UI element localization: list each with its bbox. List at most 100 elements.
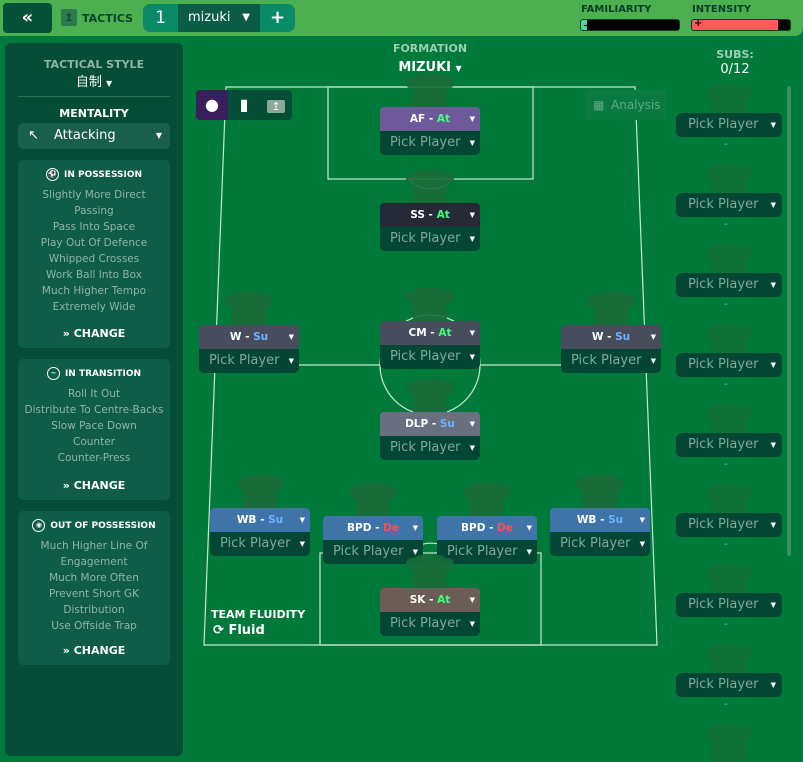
sub-player-placeholder: - <box>724 459 728 470</box>
pick-player-dropdown[interactable]: Pick Player ▼ <box>210 532 310 556</box>
pick-player-dropdown[interactable]: Pick Player ▼ <box>380 612 480 636</box>
change-button[interactable]: » CHANGE <box>62 644 126 657</box>
sub-player-placeholder: - <box>724 699 728 710</box>
back-button[interactable]: « <box>3 3 52 33</box>
analysis-button[interactable]: ▦ Analysis <box>585 90 666 120</box>
instruction-item: Prevent Short GK <box>48 588 139 600</box>
pick-player-dropdown[interactable]: Pick Player ▼ <box>199 349 299 373</box>
caret-down-icon: ▼ <box>469 420 475 428</box>
caret-down-icon: ▼ <box>469 329 475 337</box>
player-view-button[interactable]: ● <box>196 90 228 120</box>
formation-dropdown[interactable]: MIZUKI ▼ <box>370 60 490 75</box>
caret-down-icon: ▼ <box>299 516 305 524</box>
instruction-item: Extremely Wide <box>52 301 136 313</box>
change-button[interactable]: » CHANGE <box>62 327 126 340</box>
instruction-item: Play Out Of Defence <box>40 237 148 249</box>
position-role-dropdown[interactable]: WB - Su ▼ <box>550 508 650 532</box>
pick-player-dropdown[interactable]: Pick Player ▼ <box>380 131 480 155</box>
team-fluidity-label: TEAM FLUIDITY <box>211 608 306 621</box>
bar-chart-icon: ▮ <box>239 95 249 114</box>
position-role-dropdown[interactable]: SS - At ▼ <box>380 203 480 227</box>
caret-down-icon: ▼ <box>469 211 475 219</box>
instruction-item: Slow Pace Down <box>51 420 137 432</box>
player-shirt-icon <box>406 170 454 208</box>
instruction-item: Engagement <box>60 556 128 568</box>
fluidity-text: Fluid <box>228 623 265 638</box>
position-role-dropdown[interactable]: W - Su ▼ <box>561 325 661 349</box>
sub-player-placeholder: - <box>724 619 728 630</box>
top-bar: « ↥ TACTICS 1 mizuki ▼ + FAMILIARITY ⊥ IN… <box>0 0 803 36</box>
add-tactic-button[interactable]: + <box>269 7 286 28</box>
player-shirt-icon <box>587 292 635 330</box>
sub-pick-player-dropdown[interactable]: Pick Player ▼ <box>676 193 782 217</box>
pick-player-dropdown[interactable]: Pick Player ▼ <box>380 436 480 460</box>
tactics-view-button[interactable]: ↥ <box>260 90 292 120</box>
subs-scrollbar[interactable] <box>787 86 791 556</box>
pick-player-dropdown[interactable]: Pick Player ▼ <box>380 345 480 369</box>
caret-down-icon: ▼ <box>412 524 418 532</box>
in-possession-section: ⚽ IN POSSESSION Slightly More Direct Passin… <box>18 160 170 348</box>
instruction-item: Whipped Crosses <box>48 253 140 265</box>
instruction-item: Much Higher Tempo <box>41 285 147 297</box>
intensity-bar[interactable]: + <box>691 19 791 31</box>
sub-pick-player-dropdown[interactable]: Pick Player ▼ <box>676 273 782 297</box>
tactic-slot-number[interactable]: 1 <box>155 8 166 28</box>
caret-down-icon: ▼ <box>770 361 776 369</box>
mentality-dropdown[interactable]: ↖ Attacking ▼ <box>18 123 170 149</box>
plus-icon: + <box>694 19 703 29</box>
instruction-item: Much Higher Line Of <box>40 540 148 552</box>
caret-down-icon: ▼ <box>469 620 475 628</box>
player-shirt-icon <box>349 483 397 521</box>
position-role-dropdown[interactable]: BPD - De ▼ <box>437 516 537 540</box>
pick-player-dropdown[interactable]: Pick Player ▼ <box>380 227 480 251</box>
sub-player-placeholder: - <box>724 219 728 230</box>
pick-player-dropdown[interactable]: Pick Player ▼ <box>561 349 661 373</box>
pick-player-dropdown[interactable]: Pick Player ▼ <box>437 540 537 564</box>
double-chevron-right-icon: » <box>62 327 70 340</box>
position-role-dropdown[interactable]: CM - At ▼ <box>380 321 480 345</box>
section-title: ◉ OUT OF POSSESSION <box>18 519 170 532</box>
instruction-item: Distribute To Centre-Backs <box>24 404 164 416</box>
chevron-down-icon: ▼ <box>455 64 462 73</box>
player-shirt-icon <box>236 475 284 513</box>
caret-down-icon: ▼ <box>288 357 294 365</box>
caret-down-icon: ▼ <box>770 521 776 529</box>
position-role-dropdown[interactable]: BPD - De ▼ <box>323 516 423 540</box>
change-button[interactable]: » CHANGE <box>62 479 126 492</box>
position-role-dropdown[interactable]: W - Su ▼ <box>199 325 299 349</box>
sub-pick-player-dropdown[interactable]: Pick Player ▼ <box>676 673 782 697</box>
sub-player-placeholder: - <box>724 379 728 390</box>
caret-down-icon: ▼ <box>770 441 776 449</box>
sub-pick-player-dropdown[interactable]: Pick Player ▼ <box>676 353 782 377</box>
chevron-down-icon: ▼ <box>106 79 113 88</box>
caret-down-icon: ▼ <box>469 596 475 604</box>
position-role-dropdown[interactable]: SK - At ▼ <box>380 588 480 612</box>
sub-pick-player-dropdown[interactable]: Pick Player ▼ <box>676 513 782 537</box>
familiarity-bar[interactable]: ⊥ <box>580 19 680 31</box>
sub-player-placeholder: - <box>724 539 728 550</box>
position-role-dropdown[interactable]: AF - At ▼ <box>380 107 480 131</box>
sub-pick-player-dropdown[interactable]: Pick Player ▼ <box>676 113 782 137</box>
position-role-dropdown[interactable]: DLP - Su ▼ <box>380 412 480 436</box>
player-shirt-icon <box>576 475 624 513</box>
stats-view-button[interactable]: ▮ <box>228 90 260 120</box>
pick-player-dropdown[interactable]: Pick Player ▼ <box>550 532 650 556</box>
tactical-style-label: TACTICAL STYLE <box>43 58 145 71</box>
tactical-style-dropdown[interactable]: 自制 ▼ <box>5 71 183 90</box>
instruction-item: Counter <box>73 436 115 448</box>
caret-down-icon: ▼ <box>639 540 645 548</box>
tactic-tab-group: 1 mizuki ▼ + <box>143 4 295 32</box>
caret-down-icon: ▼ <box>770 281 776 289</box>
sub-pick-player-dropdown[interactable]: Pick Player ▼ <box>676 593 782 617</box>
caret-down-icon: ▼ <box>770 601 776 609</box>
tactic-name-dropdown[interactable]: mizuki ▼ <box>178 4 260 32</box>
section-icon: ⚽ <box>45 168 59 181</box>
pick-player-dropdown[interactable]: Pick Player ▼ <box>323 540 423 564</box>
in-transition-section: ~ IN TRANSITION Roll It Out Distribute To C… <box>18 359 170 500</box>
double-chevron-right-icon: » <box>62 479 70 492</box>
instruction-item: Much More Often <box>49 572 139 584</box>
sub-pick-player-dropdown[interactable]: Pick Player ▼ <box>676 433 782 457</box>
player-shirt-icon <box>463 483 511 521</box>
double-chevron-right-icon: » <box>62 644 70 657</box>
position-role-dropdown[interactable]: WB - Su ▼ <box>210 508 310 532</box>
